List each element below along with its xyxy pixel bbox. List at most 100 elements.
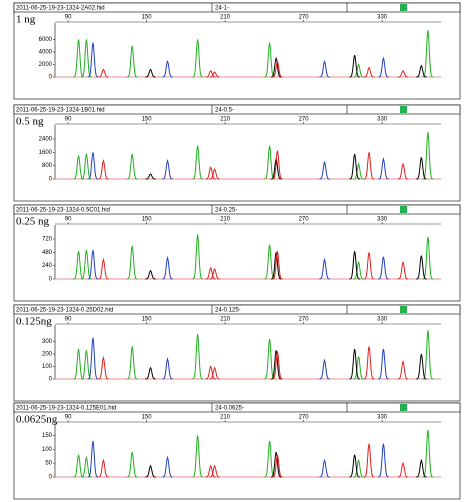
peak <box>192 39 203 78</box>
peak <box>397 260 409 280</box>
peak <box>349 348 360 380</box>
file-name: 2011-06-25-19-23-1324-0.5C01.hid <box>16 208 110 214</box>
peak <box>416 64 427 78</box>
peak <box>349 55 360 78</box>
peak <box>270 252 282 280</box>
panel-header <box>13 402 461 413</box>
y-tick-label: 0 <box>49 75 53 81</box>
peak <box>81 350 92 380</box>
x-tick-label: 330 <box>377 15 388 21</box>
peak <box>73 348 84 380</box>
peak <box>192 234 203 280</box>
peak <box>205 365 216 380</box>
peak <box>87 337 99 380</box>
header-indicator <box>400 206 407 213</box>
x-tick-label: 90 <box>65 217 72 223</box>
peak <box>209 464 220 478</box>
peak <box>349 153 360 180</box>
peak <box>98 257 109 280</box>
panel-label: 0.0625ng <box>16 414 58 426</box>
x-tick-label: 210 <box>220 15 231 21</box>
peak <box>378 157 389 180</box>
file-name: 2011-06-25-19-23-1324-2A02.hid <box>16 6 105 12</box>
peak <box>205 464 216 478</box>
peak <box>353 458 364 478</box>
x-tick-label: 210 <box>220 217 231 223</box>
peak <box>205 266 216 280</box>
peak <box>353 260 364 280</box>
y-tick-label: 100 <box>42 447 53 453</box>
y-tick-label: 6000 <box>39 37 53 43</box>
header-indicator <box>400 106 407 113</box>
peak <box>98 355 109 380</box>
peak <box>87 42 99 78</box>
y-tick-label: 0 <box>49 277 53 283</box>
peak <box>416 353 427 380</box>
peak <box>98 158 109 180</box>
peak <box>363 152 375 180</box>
x-tick-label: 90 <box>65 15 72 21</box>
peak <box>73 454 84 478</box>
peak <box>73 39 84 78</box>
panel-label: 0.25 ng <box>16 216 50 228</box>
peak <box>353 63 364 78</box>
peak <box>270 56 282 78</box>
peak <box>363 443 375 478</box>
panel-header <box>13 304 461 315</box>
peak <box>319 59 330 78</box>
y-tick-label: 200 <box>42 352 53 358</box>
panel-label: 0.125ng <box>16 316 52 328</box>
peak <box>87 250 99 280</box>
y-tick-label: 1600 <box>39 150 53 156</box>
x-tick-label: 270 <box>299 117 310 123</box>
peak <box>73 251 84 280</box>
peak <box>192 145 203 180</box>
peak <box>397 461 409 478</box>
y-tick-label: 150 <box>42 433 53 439</box>
peak <box>272 150 283 180</box>
peak <box>319 358 330 380</box>
peak <box>416 255 427 280</box>
sample-name: 24-0.0625- <box>215 406 244 412</box>
header-indicator <box>400 404 407 411</box>
x-tick-label: 90 <box>65 415 72 421</box>
peak <box>209 366 220 380</box>
peak <box>422 236 434 280</box>
x-tick-label: 90 <box>65 317 72 323</box>
x-tick-label: 150 <box>142 415 153 421</box>
peak <box>126 45 138 78</box>
y-tick-label: 0 <box>49 377 53 383</box>
y-tick-label: 720 <box>42 237 53 243</box>
peak <box>205 166 216 180</box>
peak <box>209 167 220 180</box>
peak <box>378 56 389 78</box>
peak <box>81 455 92 478</box>
sample-name: 24-0.125- <box>215 308 241 314</box>
panel-frame <box>13 204 461 302</box>
x-tick-label: 330 <box>377 217 388 223</box>
peak <box>192 333 203 380</box>
x-tick-label: 270 <box>299 217 310 223</box>
peak <box>416 157 427 180</box>
x-tick-label: 210 <box>220 317 231 323</box>
peak <box>416 458 427 478</box>
x-tick-label: 270 <box>299 317 310 323</box>
x-tick-label: 150 <box>142 217 153 223</box>
x-tick-label: 330 <box>377 415 388 421</box>
sample-name: 24-0.25- <box>215 208 237 214</box>
header-indicator <box>400 306 407 313</box>
panel-frame <box>13 304 461 402</box>
y-tick-label: 800 <box>42 163 53 169</box>
peak <box>378 256 389 280</box>
peak <box>319 257 330 280</box>
panel-label: 1 ng <box>16 14 36 26</box>
peak <box>422 429 434 478</box>
y-tick-label: 2000 <box>39 62 53 68</box>
panel-frame <box>13 104 461 202</box>
panel-label: 0.5 ng <box>16 116 44 128</box>
y-tick-label: 480 <box>42 250 53 256</box>
y-tick-label: 0 <box>49 475 53 481</box>
peak <box>422 330 434 380</box>
peak <box>270 350 282 380</box>
